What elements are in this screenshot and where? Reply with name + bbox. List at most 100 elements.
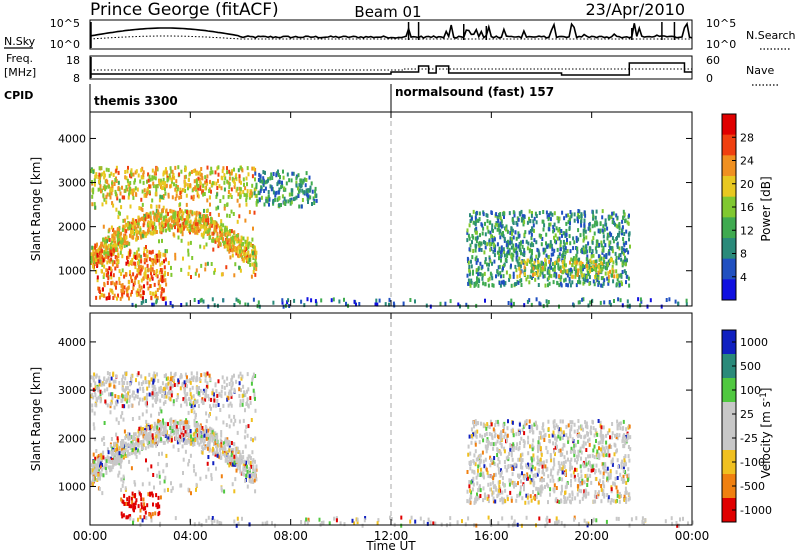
velocity-cell xyxy=(197,422,199,427)
power-cell xyxy=(169,301,172,305)
power-cell xyxy=(156,166,158,171)
power-cell xyxy=(491,276,494,281)
power-cell xyxy=(618,222,621,226)
power-cell xyxy=(134,178,136,183)
power-cell xyxy=(509,236,512,241)
power-cell xyxy=(207,217,210,222)
velocity-cell xyxy=(210,430,213,435)
power-cell xyxy=(186,226,189,231)
power-cell xyxy=(116,196,119,201)
power-cell xyxy=(558,274,561,279)
power-cell xyxy=(104,241,107,246)
power-cell xyxy=(129,223,132,228)
power-cell xyxy=(512,235,515,240)
velocity-cell xyxy=(171,429,174,433)
power-cell xyxy=(164,278,167,283)
power-cell xyxy=(187,241,190,246)
power-cell xyxy=(621,303,624,308)
power-cell xyxy=(556,236,559,241)
power-cell xyxy=(103,264,106,269)
power-cell xyxy=(611,258,613,262)
power-cell xyxy=(242,252,245,256)
power-cell xyxy=(552,225,555,229)
power-cell xyxy=(298,189,301,194)
power-cell xyxy=(203,192,206,196)
power-cell xyxy=(132,282,135,287)
power-cell xyxy=(564,269,567,274)
power-cell xyxy=(537,283,540,287)
power-cell xyxy=(175,218,178,223)
power-cell xyxy=(229,255,232,260)
velocity-cell xyxy=(187,487,190,492)
velocity-cell xyxy=(158,452,160,457)
power-cell xyxy=(102,258,105,263)
power-cell xyxy=(114,192,117,197)
power-colorbar-swatch-7 xyxy=(722,258,736,280)
power-ytick-label-1: 2000 xyxy=(58,221,86,234)
power-cell xyxy=(136,187,139,192)
power-cell xyxy=(137,221,140,226)
power-cell xyxy=(546,303,549,308)
power-cell xyxy=(575,283,578,288)
velocity-cell xyxy=(103,442,106,446)
power-cell xyxy=(171,179,173,184)
power-cell xyxy=(486,213,489,218)
velocity-cell xyxy=(254,374,257,378)
power-cell xyxy=(247,172,250,177)
velocity-cell xyxy=(198,377,201,381)
power-cell xyxy=(537,260,540,264)
power-cell xyxy=(100,252,103,257)
power-cell xyxy=(576,249,579,254)
velocity-cell xyxy=(226,450,229,455)
power-cell xyxy=(190,195,193,200)
velocity-cell xyxy=(234,418,237,423)
power-cell xyxy=(295,176,298,181)
velocity-cell xyxy=(121,377,124,382)
power-cell xyxy=(487,229,490,234)
power-cell xyxy=(121,195,124,200)
power-cell xyxy=(555,272,558,277)
power-cell xyxy=(120,288,123,293)
power-cell xyxy=(481,231,484,236)
power-cell xyxy=(236,239,239,244)
velocity-cell xyxy=(161,431,164,436)
velocity-cell xyxy=(202,391,205,396)
velocity-cell xyxy=(171,383,174,388)
velocity-cell xyxy=(124,376,127,381)
power-cell xyxy=(122,218,125,223)
velocity-cell xyxy=(150,464,153,469)
power-cell xyxy=(126,255,128,260)
power-cell xyxy=(402,301,405,306)
velocity-cell xyxy=(189,453,192,458)
power-cell xyxy=(169,175,171,180)
velocity-cell xyxy=(105,470,108,475)
power-cell xyxy=(234,237,237,242)
velocity-cell xyxy=(156,473,158,478)
power-cell xyxy=(93,202,96,207)
power-cell xyxy=(136,292,139,297)
power-cell xyxy=(221,232,224,237)
velocity-cell xyxy=(245,424,248,429)
power-cell xyxy=(607,278,610,283)
power-cell xyxy=(125,272,128,277)
velocity-cell xyxy=(152,394,155,399)
power-cell xyxy=(510,226,513,231)
velocity-cell xyxy=(94,437,97,442)
power-cell xyxy=(139,264,142,269)
power-cell xyxy=(559,281,562,286)
power-cell xyxy=(531,249,533,253)
power-cell xyxy=(133,231,136,236)
power-cell xyxy=(535,240,538,245)
power-cell xyxy=(95,262,98,266)
power-cell xyxy=(214,239,217,244)
velocity-cell xyxy=(216,453,219,458)
power-cell xyxy=(300,178,303,183)
velocity-cell xyxy=(182,397,185,402)
velocity-cell xyxy=(189,392,192,397)
velocity-cell xyxy=(133,502,135,507)
velocity-cell xyxy=(217,379,220,384)
velocity-cell xyxy=(142,386,145,391)
velocity-cell xyxy=(241,450,244,455)
power-cell xyxy=(500,232,503,237)
power-cell xyxy=(200,167,203,171)
